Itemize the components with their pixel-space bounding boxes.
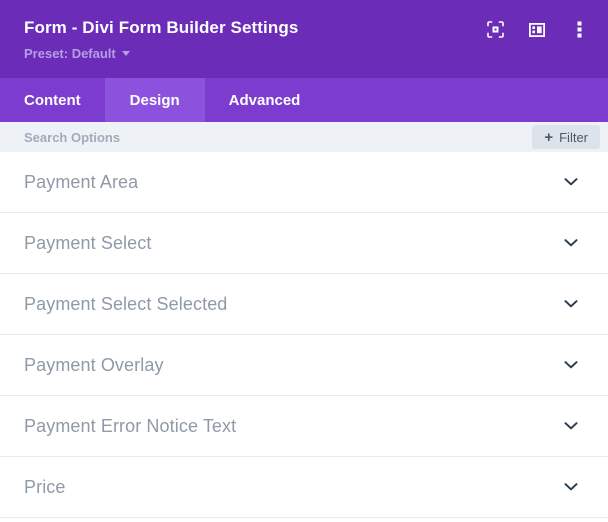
section-label: Price (24, 476, 66, 497)
preset-label: Preset: Default (24, 46, 116, 61)
modal-header: Form - Divi Form Builder Settings Preset… (0, 0, 608, 78)
focus-icon (486, 21, 504, 41)
section-payment-select[interactable]: Payment Select (0, 213, 608, 274)
section-label: Payment Area (24, 171, 139, 192)
caret-down-icon (121, 51, 130, 56)
section-label: Payment Select Selected (24, 293, 228, 314)
section-payment-area[interactable]: Payment Area (0, 152, 608, 213)
search-bar: + Filter (0, 122, 608, 152)
tab-design[interactable]: Design (104, 78, 205, 122)
kebab-menu-icon (577, 21, 582, 41)
section-payment-error-notice-text[interactable]: Payment Error Notice Text (0, 396, 608, 457)
section-label: Payment Select (24, 232, 152, 253)
more-options-button[interactable] (570, 21, 588, 41)
chevron-down-icon (564, 422, 578, 430)
section-label: Payment Overlay (24, 354, 164, 375)
section-payment-select-selected[interactable]: Payment Select Selected (0, 274, 608, 335)
modal-title: Form - Divi Form Builder Settings (24, 18, 299, 37)
modal-header-left: Form - Divi Form Builder Settings Preset… (24, 16, 298, 63)
chevron-down-icon (564, 239, 578, 247)
plus-icon: + (544, 128, 554, 146)
panel-layout-icon (528, 22, 545, 40)
focus-mode-button[interactable] (486, 21, 504, 41)
chevron-down-icon (564, 300, 578, 308)
option-group-list: Payment Area Payment Select Payment Sele… (0, 152, 608, 518)
section-payment-overlay[interactable]: Payment Overlay (0, 335, 608, 396)
modal-header-icons (486, 21, 588, 41)
tab-advanced[interactable]: Advanced (228, 91, 301, 109)
section-price[interactable]: Price (0, 457, 608, 518)
chevron-down-icon (564, 178, 578, 186)
chevron-down-icon (564, 483, 578, 491)
filter-button[interactable]: + Filter (532, 125, 600, 149)
tab-bar: Content Design Advanced (0, 78, 608, 122)
section-label: Payment Error Notice Text (24, 415, 237, 436)
tab-content[interactable]: Content (24, 91, 81, 109)
preset-selector[interactable]: Preset: Default (24, 46, 130, 61)
panel-layout-button[interactable] (528, 22, 546, 40)
search-input[interactable] (24, 129, 533, 145)
filter-button-label: Filter (559, 129, 588, 145)
chevron-down-icon (564, 361, 578, 369)
